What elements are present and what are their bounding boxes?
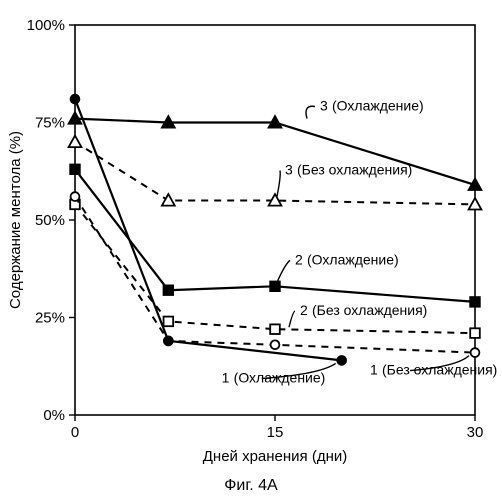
series-label-no: 3 (285, 162, 293, 178)
series-label-no: 2 (295, 251, 303, 267)
line-chart: 0% 25% 50% 75% 100% 0 15 30 Содержание ментола (… (0, 0, 502, 500)
marker-square (270, 324, 280, 334)
y-tick-label: 0% (43, 407, 65, 424)
y-tick-label: 100% (27, 17, 65, 34)
series-label-no: 2 (300, 302, 308, 318)
marker-square (470, 328, 480, 338)
marker-square (164, 285, 174, 295)
series-label-no: 1 (222, 369, 230, 385)
marker-circle (271, 340, 280, 349)
series-label-cond: (Без охлаждения) (312, 302, 427, 318)
series-label-cond: (Без охлаждения) (382, 362, 497, 378)
series-label-cond: (Охлаждение) (307, 251, 399, 267)
series-label-no: 1 (370, 362, 378, 378)
x-tick-label: 0 (71, 424, 79, 441)
x-tick-label: 30 (467, 424, 484, 441)
marker-circle (71, 95, 80, 104)
marker-circle (471, 348, 480, 357)
y-tick-label: 50% (35, 212, 65, 229)
series-label-cond: (Без охлаждения) (297, 162, 412, 178)
marker-square (164, 317, 174, 327)
marker-circle (71, 192, 80, 201)
marker-circle (337, 356, 346, 365)
chart-container: 0% 25% 50% 75% 100% 0 15 30 Содержание ментола (… (0, 0, 502, 500)
figure-caption: Фиг. 4А (224, 477, 278, 494)
marker-square (270, 282, 280, 292)
y-axis-label: Содержание ментола (%) (7, 131, 24, 309)
marker-square (70, 165, 80, 175)
y-tick-label: 75% (35, 115, 65, 132)
series-label-cond: (Охлаждение) (234, 369, 326, 385)
series-label-no: 3 (320, 98, 328, 114)
marker-circle (164, 337, 173, 346)
x-tick-label: 15 (267, 424, 284, 441)
series-label-cond: (Охлаждение) (332, 98, 424, 114)
marker-square (470, 297, 480, 307)
y-tick-label: 25% (35, 310, 65, 327)
x-axis-label: Дней хранения (дни) (203, 448, 348, 465)
